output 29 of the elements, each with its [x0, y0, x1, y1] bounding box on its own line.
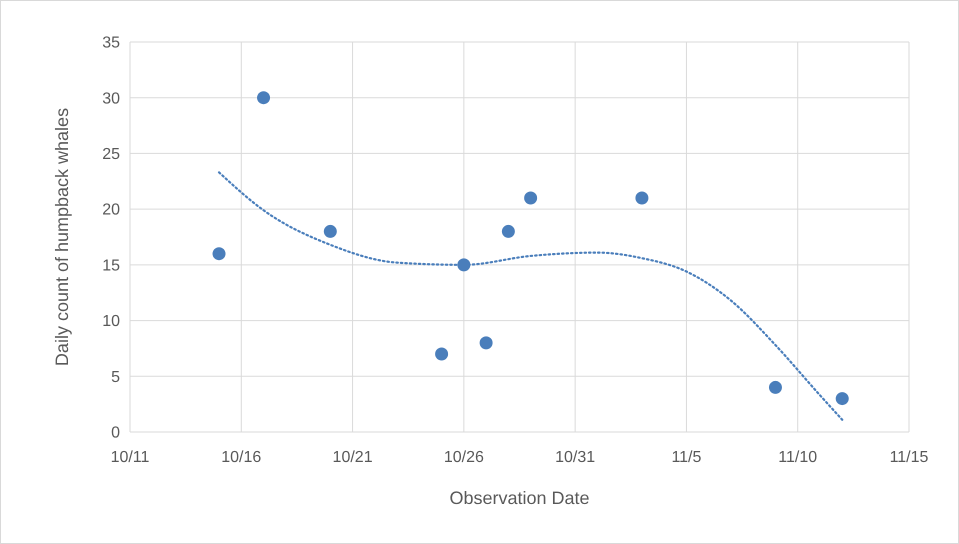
x-tick-label: 10/21 [332, 449, 373, 466]
x-axis-title: Observation Date [449, 488, 590, 508]
point [257, 91, 270, 104]
point [768, 380, 782, 394]
x-tick-label: 11/5 [671, 449, 702, 466]
x-tick-label: 10/31 [555, 449, 596, 466]
y-axis-title: Daily count of humpback whales [52, 108, 72, 366]
y-tick-label: 5 [111, 368, 120, 386]
y-tick-label: 10 [102, 313, 120, 330]
y-tick-label: 25 [102, 146, 120, 164]
point [524, 192, 538, 204]
line-series [218, 171, 844, 421]
x-tick-label: 11/10 [778, 449, 818, 466]
y-tick-label: 15 [102, 257, 120, 274]
x-tick-label: 11/15 [890, 449, 929, 466]
x-tick-label: 10/11 [110, 449, 150, 466]
point [435, 348, 448, 360]
point [836, 392, 849, 406]
point [480, 336, 493, 350]
point [212, 247, 226, 260]
y-tick-label: 0 [111, 424, 120, 442]
y-tick-label: 30 [102, 90, 120, 108]
point [502, 224, 515, 238]
y-tick-label: 35 [102, 34, 120, 52]
point [635, 192, 648, 204]
point [324, 224, 337, 238]
y-tick-label: 20 [102, 202, 120, 219]
x-tick-label: 10/26 [444, 449, 484, 466]
x-tick-label: 10/16 [221, 449, 262, 466]
